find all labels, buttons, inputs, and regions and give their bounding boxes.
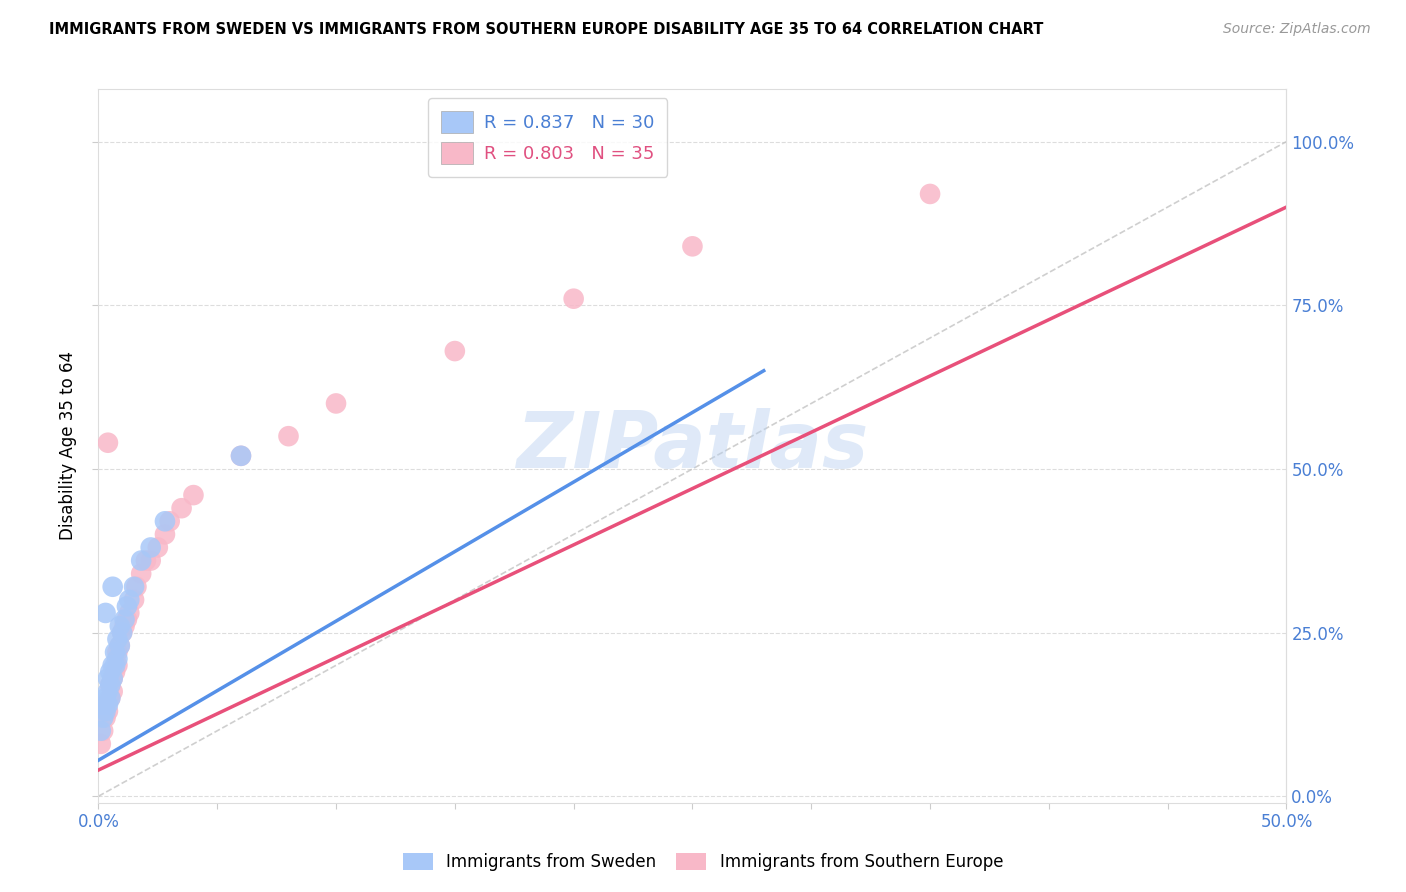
Point — [111, 625, 134, 640]
Point — [129, 553, 152, 567]
Text: IMMIGRANTS FROM SWEDEN VS IMMIGRANTS FROM SOUTHERN EUROPE DISABILITY AGE 35 TO 6: IMMIGRANTS FROM SWEDEN VS IMMIGRANTS FRO… — [49, 22, 1043, 37]
Point — [97, 704, 120, 718]
Point — [98, 691, 121, 706]
Point — [90, 723, 112, 738]
Point — [277, 429, 299, 443]
Point — [94, 704, 117, 718]
Point — [139, 553, 162, 567]
Point — [115, 599, 138, 614]
Point — [108, 639, 131, 653]
Point — [97, 672, 120, 686]
Point — [97, 435, 120, 450]
Point — [98, 691, 121, 706]
Point — [101, 580, 124, 594]
Point — [139, 541, 162, 555]
Point — [91, 711, 114, 725]
Point — [101, 684, 124, 698]
Legend: Immigrants from Sweden, Immigrants from Southern Europe: Immigrants from Sweden, Immigrants from … — [395, 845, 1011, 880]
Point — [108, 639, 131, 653]
Point — [91, 723, 114, 738]
Point — [135, 553, 157, 567]
Point — [104, 658, 127, 673]
Point — [101, 658, 124, 673]
Point — [108, 619, 131, 633]
Point — [129, 566, 152, 581]
Point — [682, 239, 704, 253]
Point — [98, 678, 121, 692]
Point — [94, 711, 117, 725]
Text: ZIPatlas: ZIPatlas — [516, 408, 869, 484]
Point — [325, 396, 347, 410]
Point — [125, 580, 148, 594]
Point — [920, 186, 942, 201]
Point — [94, 698, 117, 712]
Point — [229, 449, 252, 463]
Point — [91, 698, 114, 712]
Point — [98, 665, 121, 679]
Point — [114, 612, 136, 626]
Point — [101, 672, 124, 686]
Point — [101, 672, 124, 686]
Point — [183, 488, 205, 502]
Point — [159, 514, 181, 528]
Point — [444, 344, 467, 359]
Point — [153, 514, 176, 528]
Point — [118, 592, 141, 607]
Point — [98, 678, 121, 692]
Point — [122, 592, 145, 607]
Point — [94, 606, 117, 620]
Point — [146, 541, 169, 555]
Text: Source: ZipAtlas.com: Source: ZipAtlas.com — [1223, 22, 1371, 37]
Point — [94, 691, 117, 706]
Point — [97, 684, 120, 698]
Point — [122, 580, 145, 594]
Point — [107, 645, 129, 659]
Point — [562, 292, 585, 306]
Point — [107, 632, 129, 647]
Point — [170, 501, 193, 516]
Point — [114, 619, 136, 633]
Point — [104, 645, 127, 659]
Legend: R = 0.837   N = 30, R = 0.803   N = 35: R = 0.837 N = 30, R = 0.803 N = 35 — [429, 98, 668, 177]
Point — [153, 527, 176, 541]
Y-axis label: Disability Age 35 to 64: Disability Age 35 to 64 — [59, 351, 77, 541]
Point — [97, 698, 120, 712]
Point — [107, 652, 129, 666]
Point — [107, 658, 129, 673]
Point — [90, 737, 112, 751]
Point — [111, 625, 134, 640]
Point — [118, 606, 141, 620]
Point — [229, 449, 252, 463]
Point — [115, 612, 138, 626]
Point — [104, 665, 127, 679]
